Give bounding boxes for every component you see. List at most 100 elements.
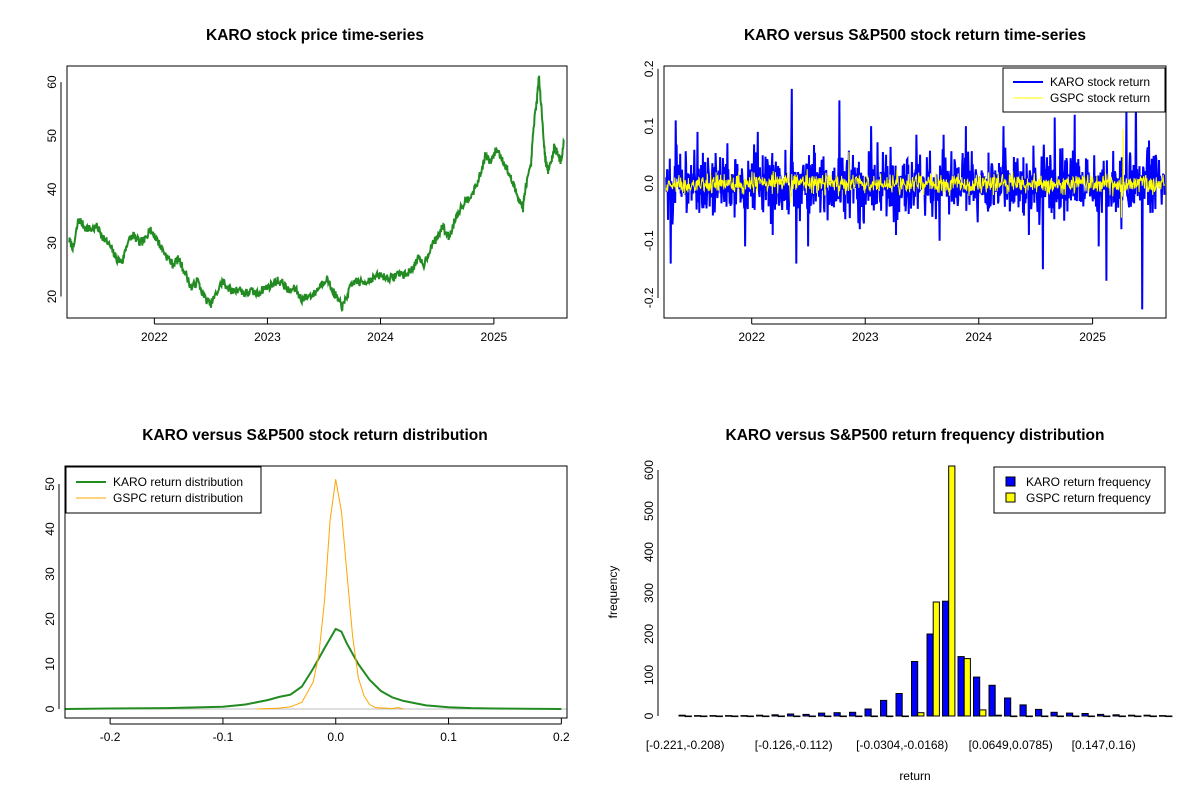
density-legend-label-karo: KARO return distribution [113,475,243,489]
price-y-tick-label: 60 [45,75,59,89]
returns-x-tick-label: 2025 [1079,330,1106,344]
gspc-frequency-bar [746,715,754,718]
density-legend: KARO return distribution GSPC return dis… [65,466,262,514]
price-y-tick-label: 50 [45,129,59,143]
gspc-frequency-bar [901,715,909,718]
density-plot-frame [64,465,568,719]
frequency-y-axis-label: frequency [606,566,620,619]
frequency-y-tick-label: 0 [642,712,656,719]
frequency-y-tick-label: 400 [642,542,656,562]
returns-chart-title: KARO versus S&P500 stock return time-ser… [744,27,1086,44]
price-series [68,75,565,313]
density-legend-box [65,466,262,514]
gspc-frequency-bar [1087,715,1095,718]
frequency-y-tick-label: 600 [642,460,656,480]
returns-chart: KARO versus S&P500 stock return time-ser… [642,27,1167,344]
density-y-tick-label: 30 [43,567,57,581]
frequency-x-tick-label: [0.147,0.16) [1072,738,1136,752]
karo-frequency-bar [678,714,686,717]
karo-frequency-bar [849,711,857,717]
karo-frequency-bar [911,661,919,717]
gspc-frequency-bar [684,715,692,718]
gspc-frequency-bar [994,714,1002,717]
gspc-frequency-bar [1118,715,1126,718]
frequency-legend-box [993,466,1166,514]
gspc-frequency-bar [1010,715,1018,718]
gspc-frequency-bar [979,709,987,717]
price-y-tick-label: 40 [45,182,59,196]
price-chart: KARO stock price time-series 2030405060 … [45,27,568,344]
frequency-y-tick-label: 500 [642,501,656,521]
karo-frequency-bar [988,684,996,717]
frequency-x-tick-label: [0.0649,0.0785) [969,738,1053,752]
frequency-x-axis-label: return [899,769,930,783]
density-y-tick-label: 0 [43,705,57,712]
price-y-axis: 20 30 40 50 60 [45,75,62,304]
price-x-tick-label: 2024 [367,330,394,344]
gspc-frequency-bar [1056,715,1064,718]
price-x-tick-label: 2022 [141,330,168,344]
karo-frequency-bar [694,715,702,717]
gspc-frequency-bar [1149,715,1157,718]
karo-frequency-bar [1035,708,1043,717]
karo-density-line [64,627,562,710]
frequency-y-tick-label: 100 [642,665,656,685]
karo-frequency-bar [740,715,748,717]
price-y-tick-label: 20 [45,290,59,304]
density-y-axis: 0 10 20 30 40 50 [43,477,60,712]
density-y-tick-label: 10 [43,657,57,671]
karo-frequency-bar [1143,714,1151,717]
gspc-frequency-bar [917,712,925,717]
gspc-density-line [256,479,404,710]
returns-legend-label-karo: KARO stock return [1050,75,1150,89]
frequency-legend: KARO return frequency GSPC return freque… [993,466,1166,514]
density-x-tick-label: 0.2 [553,730,570,744]
gspc-frequency-bar [1134,715,1142,718]
karo-frequency-bar [756,714,764,717]
karo-frequency-bar [725,715,733,717]
returns-plot-frame [663,65,1167,319]
frequency-y-tick-label: 200 [642,624,656,644]
density-x-axis: -0.2 -0.1 0.0 0.1 0.2 [100,718,570,744]
gspc-frequency-bar [808,715,816,718]
returns-legend-label-gspc: GSPC stock return [1050,91,1150,105]
price-x-tick-label: 2025 [481,330,508,344]
price-y-tick-label: 30 [45,236,59,250]
gspc-frequency-bar [886,715,894,718]
frequency-legend-swatch-gspc [1005,492,1016,503]
returns-y-tick-label: 0.0 [642,175,656,192]
density-x-tick-label: -0.1 [213,730,234,744]
frequency-x-tick-label: [-0.221,-0.208) [646,738,725,752]
returns-series [665,88,1166,310]
karo-frequency-bar [1019,704,1027,717]
gspc-return-line [665,128,1165,218]
gspc-frequency-bar [824,715,832,718]
returns-y-tick-label: -0.1 [642,230,656,251]
karo-frequency-bar [1050,711,1058,717]
returns-x-tick-label: 2023 [852,330,879,344]
gspc-frequency-bar [762,715,770,718]
density-chart-title: KARO versus S&P500 stock return distribu… [142,427,487,444]
karo-frequency-bar [926,633,934,717]
price-x-axis: 2022 2023 2024 2025 [141,318,508,344]
karo-return-line [665,88,1166,310]
returns-y-tick-label: -0.2 [642,287,656,308]
karo-frequency-bar [942,600,950,717]
karo-frequency-bar [880,699,888,717]
karo-frequency-bar [1004,697,1012,717]
gspc-frequency-bar [715,715,723,718]
gspc-frequency-bar [1165,715,1173,718]
karo-frequency-bar [957,656,965,717]
density-y-tick-label: 40 [43,522,57,536]
karo-frequency-bar [818,712,826,717]
returns-y-tick-label: 0.1 [642,117,656,134]
returns-x-axis: 2022 2023 2024 2025 [738,318,1106,344]
frequency-y-axis: 0 100 200 300 400 500 600 [642,460,659,719]
gspc-frequency-bar [870,715,878,718]
karo-frequency-bar [1066,712,1074,717]
gspc-frequency-bar [1041,715,1049,718]
price-plot-frame [66,65,568,319]
density-x-tick-label: 0.1 [440,730,457,744]
karo-frequency-bar [833,712,841,717]
